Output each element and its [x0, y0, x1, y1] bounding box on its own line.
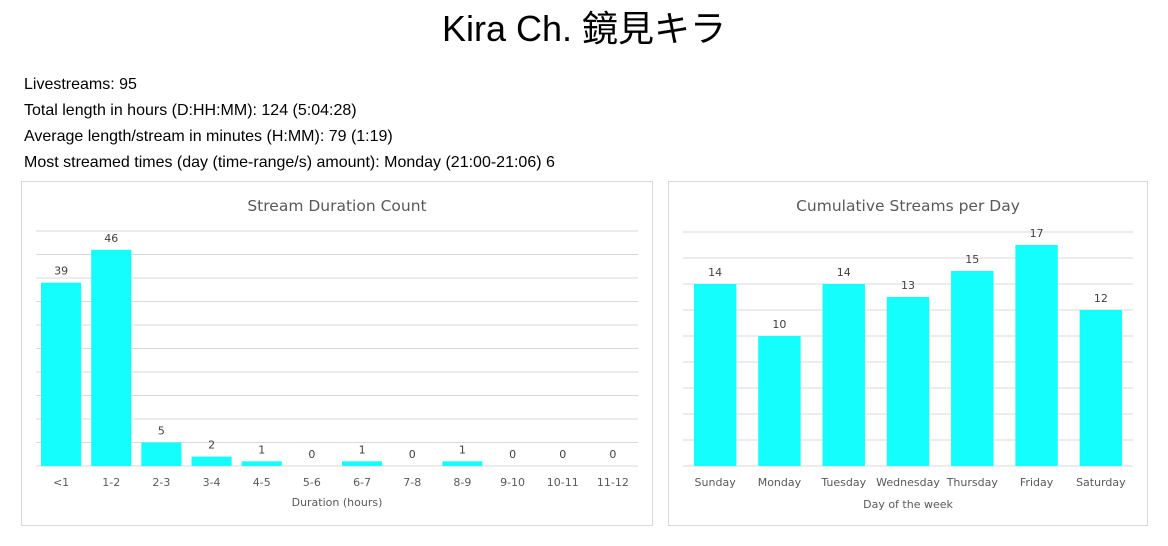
bar-4-5	[241, 461, 282, 466]
stat-livestreams: Livestreams: 95	[24, 76, 137, 93]
bar-Monday	[758, 336, 801, 466]
x-axis-label: Duration (hours)	[292, 496, 383, 509]
tick-label-Friday: Friday	[1020, 476, 1054, 489]
data-label-Friday: 17	[1030, 227, 1044, 240]
stat-total-length: Total length in hours (D:HH:MM): 124 (5:…	[24, 102, 357, 119]
tick-label-Thursday: Thursday	[946, 476, 999, 489]
data-label-Tuesday: 14	[837, 266, 851, 279]
data-label-5-6: 0	[308, 448, 315, 461]
tick-label-3-4: 3-4	[203, 476, 221, 489]
tick-label-Monday: Monday	[758, 476, 802, 489]
tick-label-Sunday: Sunday	[695, 476, 737, 489]
stream-duration-chart-svg: Stream Duration Count Duration (hours) 3…	[36, 197, 638, 509]
data-label-Wednesday: 13	[901, 279, 915, 292]
data-label-6-7: 1	[359, 443, 366, 456]
data-label-10-11: 0	[559, 448, 566, 461]
chart-title: Stream Duration Count	[247, 197, 426, 215]
data-label-11-12: 0	[609, 448, 616, 461]
tick-label-Wednesday: Wednesday	[876, 476, 940, 489]
streams-per-day-chart: Cumulative Streams per Day Day of the we…	[668, 181, 1148, 526]
tick-label-2-3: 2-3	[152, 476, 170, 489]
stats-summary: Livestreams: 95 Total length in hours (D…	[24, 72, 555, 176]
tick-label-<1: <1	[53, 476, 69, 489]
data-label-Monday: 10	[772, 318, 786, 331]
tick-label-11-12: 11-12	[597, 476, 629, 489]
bar-6-7	[342, 461, 383, 466]
tick-label-8-9: 8-9	[453, 476, 471, 489]
page-title: Kira Ch. 鏡見キラ	[441, 8, 727, 49]
streams-per-day-chart-svg: Cumulative Streams per Day Day of the we…	[683, 197, 1133, 511]
tick-label-5-6: 5-6	[303, 476, 321, 489]
tick-label-Saturday: Saturday	[1076, 476, 1126, 489]
tick-label-6-7: 6-7	[353, 476, 371, 489]
bar-Wednesday	[886, 297, 930, 466]
data-label-8-9: 1	[459, 443, 466, 456]
data-label-2-3: 5	[158, 425, 165, 438]
data-label-9-10: 0	[509, 448, 516, 461]
data-label-Sunday: 14	[708, 266, 722, 279]
tick-label-Tuesday: Tuesday	[820, 476, 866, 489]
data-label-<1: 39	[54, 265, 68, 278]
data-label-Thursday: 15	[965, 253, 979, 266]
bar-Friday	[1015, 245, 1058, 466]
data-label-Saturday: 12	[1094, 292, 1108, 305]
data-label-1-2: 46	[104, 232, 118, 245]
tick-label-1-2: 1-2	[102, 476, 120, 489]
tick-label-4-5: 4-5	[253, 476, 271, 489]
bar-8-9	[442, 461, 483, 466]
tick-label-10-11: 10-11	[547, 476, 579, 489]
tick-label-7-8: 7-8	[403, 476, 421, 489]
data-label-3-4: 2	[208, 439, 215, 452]
chart-title: Cumulative Streams per Day	[796, 197, 1020, 215]
bar-2-3	[141, 442, 182, 466]
bar-1-2	[91, 249, 132, 466]
gridlines	[36, 230, 638, 443]
bar-Sunday	[693, 284, 737, 466]
x-axis-label: Day of the week	[863, 498, 953, 511]
bar-<1	[41, 282, 82, 466]
bar-3-4	[191, 456, 232, 466]
tick-label-9-10: 9-10	[500, 476, 525, 489]
bar-Thursday	[951, 271, 994, 466]
data-label-7-8: 0	[409, 448, 416, 461]
bar-Tuesday	[822, 284, 865, 466]
stat-most-streamed: Most streamed times (day (time-range/s) …	[24, 154, 555, 171]
data-label-4-5: 1	[258, 443, 265, 456]
bar-Saturday	[1079, 310, 1123, 466]
stat-average-length: Average length/stream in minutes (H:MM):…	[24, 128, 393, 145]
stream-duration-chart: Stream Duration Count Duration (hours) 3…	[21, 181, 653, 526]
